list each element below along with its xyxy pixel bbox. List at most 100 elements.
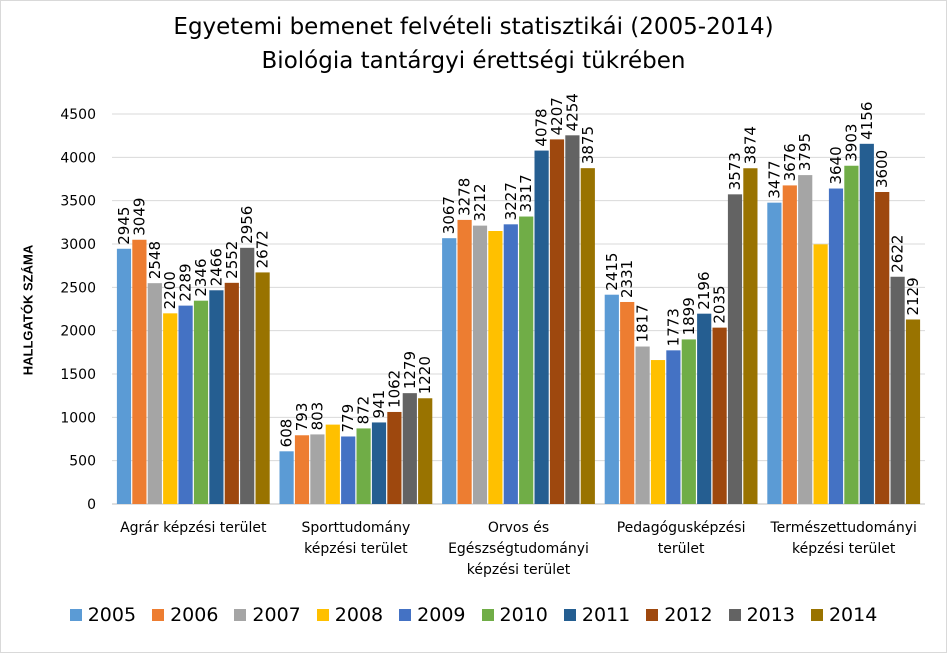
- bar-2007: [635, 346, 650, 504]
- bar-2011: [534, 150, 549, 504]
- bar-2013: [727, 194, 743, 504]
- bar-2011: [859, 143, 874, 504]
- bar-2014: [418, 398, 433, 504]
- data-label: 4207: [548, 97, 566, 135]
- data-label: 1279: [401, 351, 419, 389]
- x-category-label: terület: [658, 541, 705, 557]
- bar-2005: [116, 248, 132, 504]
- legend-item: 2014: [810, 604, 878, 626]
- bar-2012: [549, 139, 565, 505]
- data-label: 608: [278, 419, 296, 448]
- bar-2007: [472, 225, 488, 505]
- data-label: 3212: [471, 183, 489, 221]
- data-label: 1773: [664, 308, 682, 346]
- x-category-label: Pedagógusképzési: [617, 520, 746, 536]
- legend-item: 2006: [152, 604, 218, 626]
- legend-swatch: [399, 609, 412, 621]
- data-label: 3903: [842, 124, 860, 162]
- data-label: 2956: [238, 206, 256, 244]
- data-label: 2945: [115, 207, 133, 245]
- legend-label: 2007: [252, 604, 301, 626]
- y-tick-label: 4000: [60, 150, 96, 166]
- data-label: 1899: [680, 297, 698, 335]
- bar-2013: [565, 135, 580, 504]
- bar-2007: [310, 434, 325, 504]
- legend-item: 2012: [646, 604, 713, 626]
- x-category-label: Agrár képzési terület: [120, 520, 267, 536]
- bar-2006: [782, 185, 797, 504]
- bar-2012: [387, 411, 402, 504]
- chart-title-line-2: Biológia tantárgyi érettségi tükrében: [261, 48, 686, 74]
- data-label: 3317: [517, 174, 535, 212]
- legend-label: 2014: [828, 604, 878, 626]
- bar-2014: [743, 168, 758, 504]
- legend-item: 2007: [234, 604, 301, 626]
- data-label: 2672: [254, 230, 272, 268]
- legend-label: 2009: [417, 604, 466, 626]
- bar-2009: [666, 350, 681, 504]
- x-category-label: Természettudományi: [770, 520, 917, 536]
- data-label: 3600: [873, 150, 891, 188]
- y-tick-label: 3500: [60, 194, 96, 210]
- bar-2008: [163, 313, 178, 504]
- data-label: 1062: [385, 370, 403, 408]
- bar-2009: [828, 188, 844, 505]
- data-label: 2196: [695, 271, 713, 309]
- bar-2006: [620, 301, 635, 504]
- data-label: 2548: [146, 241, 164, 279]
- data-label: 3573: [726, 152, 744, 190]
- bar-2006: [457, 219, 472, 504]
- y-tick-label: 3000: [60, 237, 96, 253]
- data-label: 4254: [563, 93, 581, 131]
- data-label: 3874: [741, 126, 759, 164]
- legend-item: 2013: [728, 604, 795, 626]
- x-category-label: képzési terület: [304, 541, 408, 557]
- bar-2007: [147, 283, 162, 504]
- data-label: 1220: [416, 356, 434, 394]
- data-label: 1817: [634, 304, 652, 342]
- data-label: 2415: [603, 253, 621, 291]
- bar-2011: [371, 422, 387, 504]
- data-label: 779: [339, 404, 357, 433]
- data-label: 793: [293, 403, 311, 432]
- data-label: 4156: [858, 102, 876, 140]
- data-label: 3227: [502, 182, 520, 220]
- data-label: 872: [355, 396, 373, 425]
- legend-swatch: [563, 609, 576, 621]
- bar-2005: [279, 451, 294, 504]
- x-category-label: Orvos és: [488, 520, 549, 536]
- bar-2005: [767, 202, 782, 504]
- bar-2014: [580, 168, 595, 504]
- bar-2010: [356, 428, 371, 504]
- data-label: 3278: [456, 178, 474, 216]
- bar-2014: [905, 319, 921, 504]
- data-label: 2129: [904, 277, 922, 315]
- legend-item: 2011: [563, 604, 630, 626]
- legend-item: 2008: [316, 604, 383, 626]
- data-label: 2331: [618, 260, 636, 298]
- x-category-label: képzési terület: [792, 541, 896, 557]
- bar-2007: [798, 175, 813, 504]
- legend-swatch: [646, 609, 659, 621]
- y-tick-label: 4500: [60, 107, 96, 123]
- bar-2014: [255, 272, 270, 504]
- data-label: 3795: [796, 133, 814, 171]
- y-tick-label: 1000: [60, 410, 96, 426]
- bar-2006: [294, 435, 310, 504]
- y-tick-label: 2000: [60, 324, 96, 340]
- legend-item: 2010: [481, 604, 548, 626]
- bar-2009: [341, 436, 356, 504]
- legend-swatch: [152, 609, 165, 621]
- data-label: 2346: [192, 258, 210, 296]
- bar-2008: [813, 244, 828, 504]
- legend-swatch: [69, 609, 82, 621]
- x-category-label: Egészségtudományi: [448, 541, 589, 557]
- chart-title-line-1: Egyetemi bemenet felvételi statisztikái …: [173, 14, 774, 40]
- legend-swatch: [234, 609, 247, 621]
- data-label: 3676: [781, 143, 799, 181]
- bar-2013: [240, 247, 255, 504]
- data-label: 3067: [440, 196, 458, 234]
- x-category-label: Sporttudomány: [302, 520, 411, 536]
- legend-label: 2010: [499, 604, 548, 626]
